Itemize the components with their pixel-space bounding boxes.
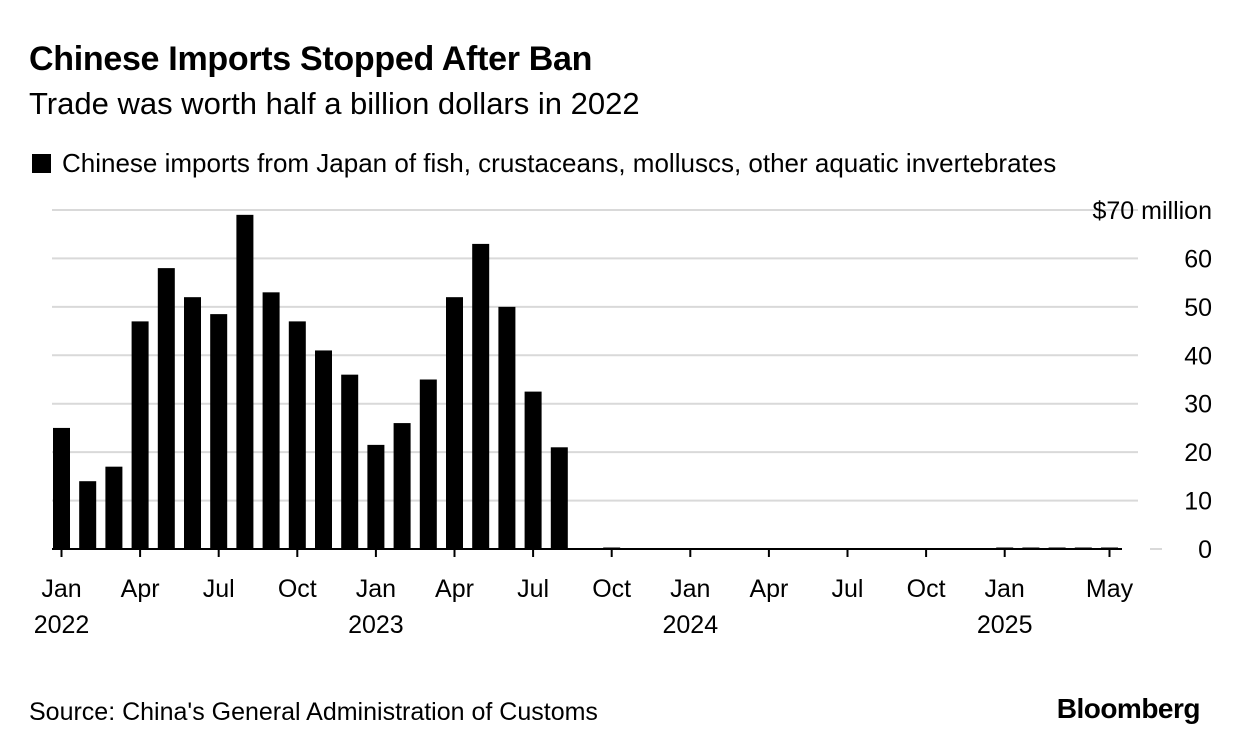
bar xyxy=(367,444,385,549)
bar xyxy=(446,297,463,549)
bar xyxy=(53,427,70,549)
source-note: Source: China's General Administration o… xyxy=(29,698,598,726)
x-tick-label-year: 2023 xyxy=(348,611,404,639)
bar xyxy=(419,379,437,549)
x-tick-label-month: Jan xyxy=(670,575,710,603)
x-tick-label-month: Apr xyxy=(121,575,160,603)
bar xyxy=(341,374,359,549)
legend: Chinese imports from Japan of fish, crus… xyxy=(32,148,1056,179)
bar-chart: 0 10 20 30 40 50 60 $70 million Jan 2022 Apr Jul Oct… xyxy=(34,197,1212,639)
x-tick-label-month: Jan xyxy=(356,575,396,603)
bar xyxy=(393,423,411,549)
bar xyxy=(184,297,201,549)
chart-subtitle: Trade was worth half a billion dollars i… xyxy=(29,86,640,121)
bar xyxy=(79,481,97,549)
x-tick-label-year: 2024 xyxy=(662,611,718,639)
y-tick-label: 30 xyxy=(1184,391,1212,419)
x-tick-label-month: Jul xyxy=(517,575,549,603)
x-tick-label-year: 2025 xyxy=(977,611,1033,639)
bar xyxy=(105,466,123,549)
bar xyxy=(315,350,332,549)
x-tick-label-month: Jul xyxy=(203,575,235,603)
x-tick-label-month: Jan xyxy=(41,575,81,603)
x-tick-label-month: Oct xyxy=(907,575,946,603)
y-tick-label: 50 xyxy=(1184,294,1212,322)
legend-label: Chinese imports from Japan of fish, crus… xyxy=(62,148,1057,178)
x-tick-label-month: Apr xyxy=(749,575,788,603)
bar xyxy=(262,292,280,549)
x-tick-label-month: Jan xyxy=(985,575,1025,603)
bloomberg-logo: Bloomberg xyxy=(1056,693,1201,724)
bar xyxy=(288,321,306,549)
x-tick-label-month: Apr xyxy=(435,575,474,603)
y-tick-label: 10 xyxy=(1184,488,1212,516)
y-tick-label: 40 xyxy=(1184,342,1212,370)
bar xyxy=(550,447,568,549)
x-tick-label-month: Jul xyxy=(832,575,864,603)
bar xyxy=(131,321,149,549)
bar xyxy=(524,391,542,549)
bar xyxy=(236,214,254,550)
x-tick-label-month: May xyxy=(1086,575,1134,603)
y-tick-label: 0 xyxy=(1198,536,1212,564)
y-tick-label: $70 million xyxy=(1092,197,1212,225)
bar xyxy=(472,243,490,549)
bar xyxy=(498,306,516,549)
chart-title: Chinese Imports Stopped After Ban xyxy=(29,40,593,78)
bar xyxy=(157,268,175,549)
x-tick-label-month: Oct xyxy=(592,575,631,603)
legend-swatch xyxy=(32,154,51,173)
bar xyxy=(210,314,228,549)
x-tick-label-month: Oct xyxy=(278,575,317,603)
x-tick-label-year: 2022 xyxy=(34,611,90,639)
y-tick-label: 20 xyxy=(1184,439,1212,467)
y-tick-label: 60 xyxy=(1184,245,1212,273)
